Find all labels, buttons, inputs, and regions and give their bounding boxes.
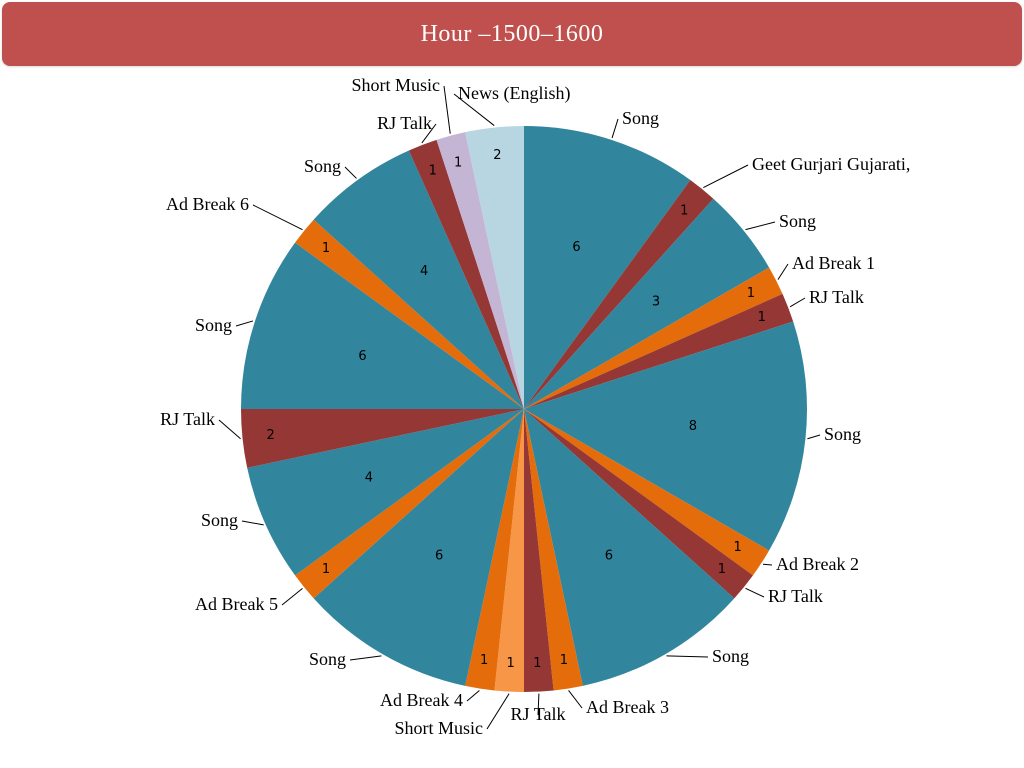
pie-slice-22 xyxy=(436,132,524,409)
slice-value-label: 1 xyxy=(718,562,726,577)
leader-line xyxy=(421,123,437,144)
pie-slice-2 xyxy=(524,180,714,409)
pie-slice-11 xyxy=(524,409,554,692)
slice-value-label: 1 xyxy=(733,540,741,555)
leader-line xyxy=(218,419,241,440)
slice-value-label: 1 xyxy=(507,656,515,671)
slice-value-label: 1 xyxy=(533,656,541,671)
pie-slice-3 xyxy=(524,198,770,409)
leader-line xyxy=(241,520,264,526)
leader-line xyxy=(486,693,510,730)
leader-line xyxy=(807,434,821,440)
slice-category-label: Ad Break 1 xyxy=(792,253,875,273)
slice-category-label: Song xyxy=(779,211,816,231)
leader-line xyxy=(745,221,776,231)
pie-slice-21 xyxy=(408,139,524,409)
slice-category-label: News (English) xyxy=(458,83,570,104)
pie-slice-18 xyxy=(241,242,524,409)
pie-slice-10 xyxy=(524,409,583,691)
slice-value-label: 3 xyxy=(652,295,660,310)
pie-slice-4 xyxy=(524,267,783,409)
slice-value-label: 6 xyxy=(605,549,613,564)
leader-line xyxy=(789,297,806,308)
leader-line xyxy=(453,93,495,126)
slice-category-label: Song xyxy=(309,649,346,669)
slice-category-label: Ad Break 2 xyxy=(776,554,859,574)
leader-line xyxy=(252,204,303,231)
slice-category-label: RJ Talk xyxy=(377,113,432,133)
pie-slice-14 xyxy=(313,409,524,686)
slice-category-label: RJ Talk xyxy=(768,586,823,606)
slice-value-label: 2 xyxy=(267,428,275,443)
pie-slice-23 xyxy=(465,126,524,409)
slice-value-label: 1 xyxy=(560,653,568,668)
pie-slice-15 xyxy=(295,409,524,599)
pie-slice-8 xyxy=(524,409,753,599)
slice-value-label: 1 xyxy=(454,155,462,170)
pie-slice-9 xyxy=(524,409,735,686)
leader-line xyxy=(537,693,540,716)
pie-slice-13 xyxy=(465,409,524,691)
leader-line xyxy=(344,166,357,179)
slice-category-label: RJ Talk xyxy=(160,409,215,429)
leader-line xyxy=(568,690,583,709)
pie-slice-20 xyxy=(313,150,524,410)
leader-line xyxy=(235,320,254,327)
pie-slice-16 xyxy=(247,409,524,576)
slice-value-label: 6 xyxy=(358,349,366,364)
slice-category-label: Song xyxy=(304,156,341,176)
leader-line xyxy=(611,118,619,139)
leader-line xyxy=(762,563,773,566)
pie-slice-5 xyxy=(524,293,794,409)
slice-value-label: 4 xyxy=(420,264,428,279)
slice-category-label: Ad Break 6 xyxy=(166,194,249,214)
slice-value-label: 1 xyxy=(680,204,688,219)
chart-title: Hour –1500–1600 xyxy=(420,20,604,47)
pie-slice-19 xyxy=(295,219,524,409)
pie-slice-17 xyxy=(241,409,524,468)
slice-value-label: 1 xyxy=(758,310,766,325)
slice-value-label: 1 xyxy=(747,286,755,301)
slice-category-label: RJ Talk xyxy=(511,704,566,724)
slice-value-label: 6 xyxy=(572,240,580,255)
slice-value-label: 4 xyxy=(365,471,373,486)
slices-group xyxy=(241,126,807,692)
leader-line xyxy=(777,263,789,280)
slice-value-label: 6 xyxy=(435,549,443,564)
slice-category-label: RJ Talk xyxy=(809,287,864,307)
slice-category-label: Song xyxy=(712,646,749,666)
slice-category-label: Song xyxy=(195,315,232,335)
pie-slice-7 xyxy=(524,409,770,576)
leader-line xyxy=(466,690,480,702)
slice-category-label: Short Music xyxy=(351,75,440,95)
slice-category-label: Ad Break 5 xyxy=(195,594,278,614)
slice-value-label: 1 xyxy=(322,562,330,577)
leader-line xyxy=(745,587,765,598)
leader-line xyxy=(281,587,303,606)
slice-category-label: Song xyxy=(201,510,238,530)
category-labels-group: Song Geet Gurjari Gujarati, Song Ad Break 1… xyxy=(160,75,910,738)
slice-category-label: Geet Gurjari Gujarati, xyxy=(752,154,910,174)
leader-line xyxy=(443,85,451,134)
slice-value-label: 8 xyxy=(689,419,697,434)
slice-value-label: 1 xyxy=(322,241,330,256)
leader-line xyxy=(703,164,749,188)
slice-value-label: 2 xyxy=(493,148,501,163)
slice-category-label: Song xyxy=(622,108,659,128)
slice-value-label: 1 xyxy=(429,164,437,179)
slice-category-label: Ad Break 4 xyxy=(380,690,463,710)
pie-slice-12 xyxy=(494,409,524,692)
leader-line xyxy=(349,655,382,661)
pie-slice-6 xyxy=(524,321,807,551)
pie-slice-1 xyxy=(524,126,691,409)
slice-value-label: 1 xyxy=(480,653,488,668)
title-bar: Hour –1500–1600 xyxy=(2,2,1022,66)
slice-category-label: Short Music xyxy=(394,718,483,738)
slice-category-label: Ad Break 3 xyxy=(586,697,669,717)
leader-line xyxy=(666,655,709,658)
slice-category-label: Song xyxy=(824,424,861,444)
